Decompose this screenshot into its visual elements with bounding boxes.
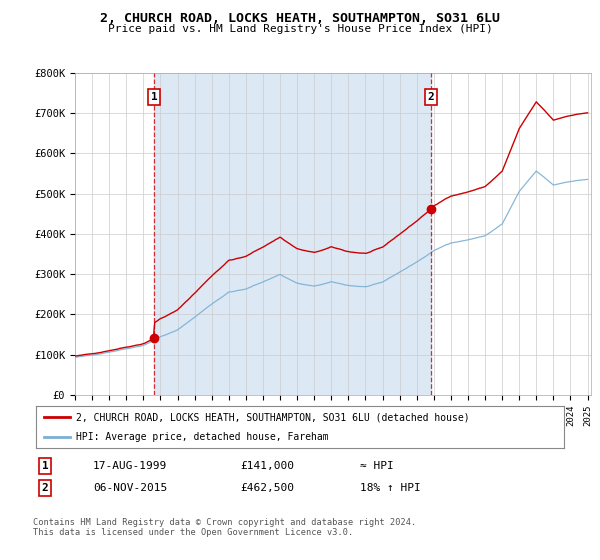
Text: 2: 2 <box>41 483 49 493</box>
Text: 2, CHURCH ROAD, LOCKS HEATH, SOUTHAMPTON, SO31 6LU: 2, CHURCH ROAD, LOCKS HEATH, SOUTHAMPTON… <box>100 12 500 25</box>
Text: 18% ↑ HPI: 18% ↑ HPI <box>360 483 421 493</box>
Text: £141,000: £141,000 <box>240 461 294 471</box>
Text: 1: 1 <box>41 461 49 471</box>
Text: Price paid vs. HM Land Registry's House Price Index (HPI): Price paid vs. HM Land Registry's House … <box>107 24 493 34</box>
Text: 2, CHURCH ROAD, LOCKS HEATH, SOUTHAMPTON, SO31 6LU (detached house): 2, CHURCH ROAD, LOCKS HEATH, SOUTHAMPTON… <box>76 413 469 423</box>
Text: ≈ HPI: ≈ HPI <box>360 461 394 471</box>
Text: 1: 1 <box>151 92 157 102</box>
Text: HPI: Average price, detached house, Fareham: HPI: Average price, detached house, Fare… <box>76 432 328 442</box>
Text: 2: 2 <box>428 92 434 102</box>
Text: 06-NOV-2015: 06-NOV-2015 <box>93 483 167 493</box>
Text: 17-AUG-1999: 17-AUG-1999 <box>93 461 167 471</box>
Text: Contains HM Land Registry data © Crown copyright and database right 2024.
This d: Contains HM Land Registry data © Crown c… <box>33 518 416 538</box>
Text: £462,500: £462,500 <box>240 483 294 493</box>
Bar <box>154 73 431 395</box>
